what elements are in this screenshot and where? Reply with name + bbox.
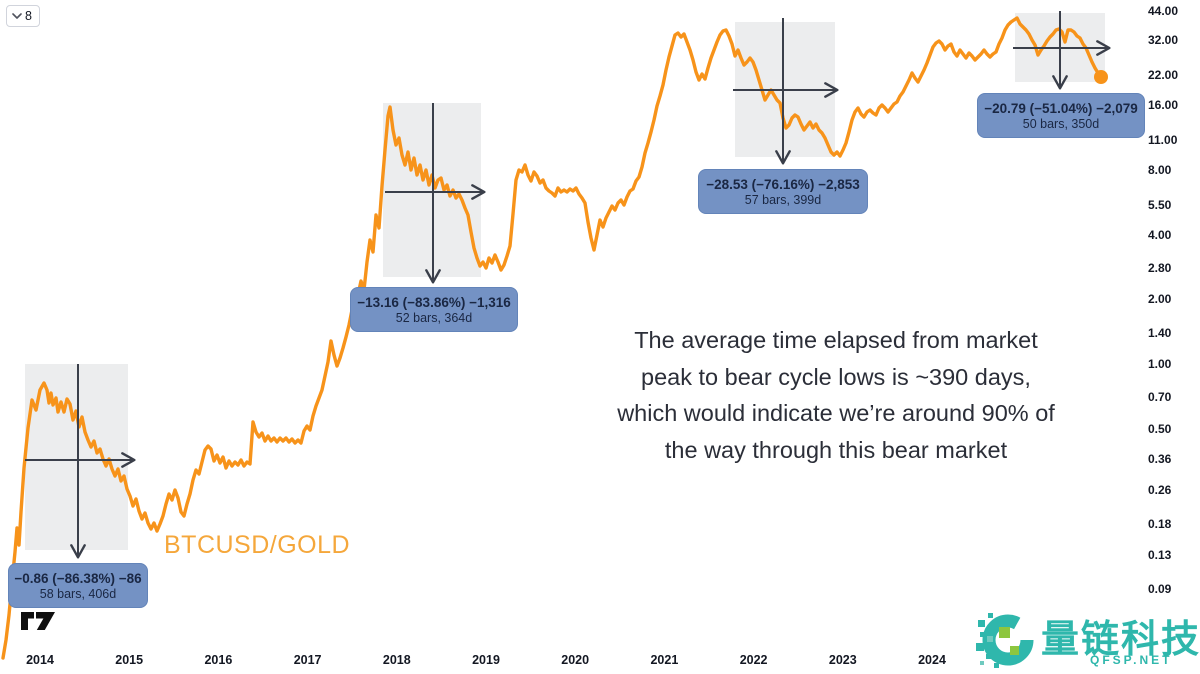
last-price-dot — [1094, 70, 1108, 84]
price-axis-tick: 11.00 — [1148, 133, 1178, 148]
time-axis-tick: 2022 — [739, 653, 768, 667]
annotation-line: The average time elapsed from market — [634, 327, 1038, 353]
measure-label[interactable]: −28.53 (−76.16%) −2,853 57 bars, 399d — [698, 169, 868, 214]
price-axis-tick: 0.26 — [1148, 482, 1172, 497]
price-axis-tick: 32.00 — [1148, 33, 1179, 48]
price-axis-tick: 2.80 — [1148, 260, 1172, 275]
measure-label-line2: 52 bars, 364d — [395, 310, 473, 325]
measure-label-line2: 57 bars, 399d — [744, 192, 822, 207]
watermark-domain: QFSP.NET — [1090, 653, 1173, 667]
measure-label-line1: −20.79 (−51.04%) −2,079 — [984, 100, 1138, 116]
time-axis-tick: 2017 — [293, 653, 322, 667]
measure-label-line2: 50 bars, 350d — [1022, 116, 1100, 131]
time-axis-tick: 2020 — [561, 653, 590, 667]
chevron-down-icon — [12, 12, 22, 19]
measure-label[interactable]: −13.16 (−83.86%) −1,316 52 bars, 364d — [350, 287, 518, 332]
time-axis-tick: 2019 — [472, 653, 500, 667]
measure-label[interactable]: −20.79 (−51.04%) −2,079 50 bars, 350d — [977, 93, 1145, 138]
time-axis-tick: 2021 — [650, 653, 679, 667]
price-axis-tick: 8.00 — [1148, 162, 1172, 177]
price-axis-tick: 2.00 — [1148, 292, 1172, 307]
price-axis-tick: 5.50 — [1148, 197, 1172, 212]
watermark-logo-icon — [976, 613, 1034, 668]
measure-label-line1: −13.16 (−83.86%) −1,316 — [357, 294, 511, 310]
time-axis-tick: 2024 — [918, 653, 946, 667]
price-axis-tick: 44.00 — [1148, 3, 1179, 18]
text-annotation[interactable]: The average time elapsed from market pea… — [558, 322, 1114, 468]
measure-label-line1: −0.86 (−86.38%) −86 — [14, 570, 142, 586]
price-axis-tick: 0.18 — [1148, 517, 1172, 532]
measure-label-line1: −28.53 (−76.16%) −2,853 — [706, 176, 860, 192]
price-axis-tick: 0.70 — [1148, 390, 1172, 405]
time-axis-tick: 2023 — [828, 653, 857, 667]
tradingview-logo-icon[interactable] — [20, 611, 56, 631]
time-axis-tick: 2014 — [26, 653, 54, 667]
price-axis-tick: 1.40 — [1148, 325, 1172, 340]
price-axis-tick: 22.00 — [1148, 68, 1179, 83]
indicators-collapse-button[interactable]: 8 — [6, 5, 40, 27]
price-axis-tick: 0.50 — [1148, 421, 1172, 436]
price-axis-tick: 0.09 — [1148, 581, 1172, 596]
time-axis-tick: 2016 — [204, 653, 233, 667]
annotation-line: which would indicate we’re around 90% of — [617, 400, 1055, 426]
annotation-line: the way through this bear market — [664, 436, 1008, 463]
price-axis-tick: 16.00 — [1148, 98, 1179, 113]
time-axis-tick: 2018 — [382, 653, 411, 667]
price-axis-tick: 0.36 — [1148, 452, 1172, 467]
indicator-count: 8 — [25, 9, 32, 23]
annotation-line: peak to bear cycle lows is ~390 days, — [641, 363, 1031, 390]
symbol-label: BTCUSD/GOLD — [164, 531, 351, 559]
price-axis-tick: 0.13 — [1148, 547, 1172, 562]
measure-range-rect[interactable] — [25, 364, 128, 550]
measure-label-line2: 58 bars, 406d — [39, 586, 117, 601]
price-axis-tick: 4.00 — [1148, 227, 1172, 242]
price-axis-tick: 1.00 — [1148, 357, 1172, 371]
watermark-brand: 量链科技 — [1041, 619, 1200, 661]
measure-label[interactable]: −0.86 (−86.38%) −86 58 bars, 406d — [8, 563, 148, 608]
time-axis-tick: 2015 — [115, 653, 144, 667]
price-line[interactable] — [1, 16, 1103, 660]
